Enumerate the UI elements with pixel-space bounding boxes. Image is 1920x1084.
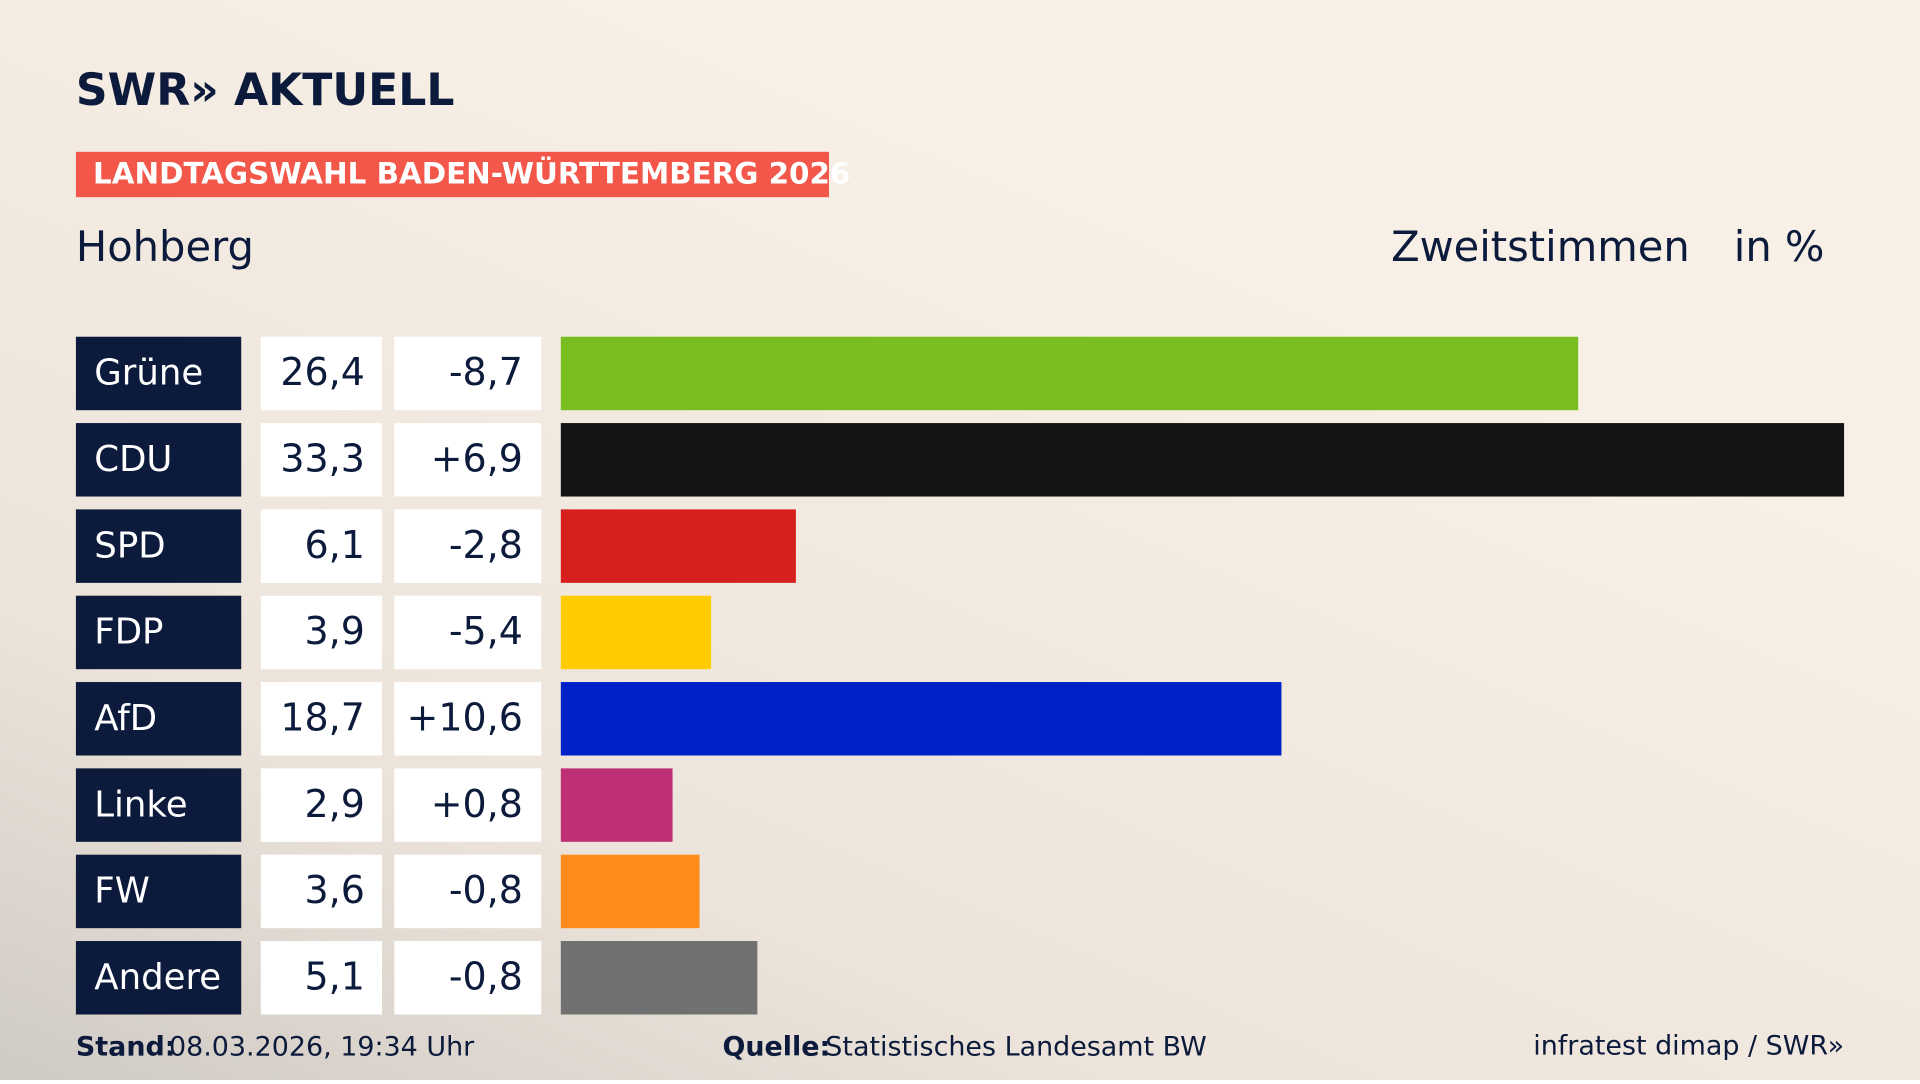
bar [560, 423, 1845, 497]
change-label: -0,8 [449, 868, 523, 912]
credit: infratest dimap / SWR» [1533, 1030, 1844, 1061]
change-label: -8,7 [449, 350, 523, 394]
change-label: -0,8 [449, 954, 523, 998]
bar [560, 336, 1579, 411]
change-box [394, 336, 542, 411]
change-box [394, 595, 542, 670]
banner-box [75, 151, 829, 198]
party-label: Grüne [94, 353, 203, 394]
change-label: +10,6 [407, 695, 523, 739]
bar [560, 941, 758, 1015]
party-label: FDP [94, 612, 163, 653]
source: Statistisches Landesamt BW [825, 1032, 1206, 1063]
change-box [394, 423, 542, 497]
party-label: Andere [94, 957, 221, 998]
value-box [260, 423, 383, 497]
chart-title: Hohberg [76, 222, 254, 271]
party-box [75, 595, 242, 670]
bar [560, 682, 1282, 756]
change-box [394, 854, 542, 929]
value-label: 2,9 [305, 782, 365, 826]
party-label: SPD [94, 525, 165, 566]
value-box [260, 941, 383, 1015]
value-box [260, 336, 383, 411]
bar [560, 854, 700, 929]
bar [560, 509, 796, 583]
change-box [394, 682, 542, 756]
change-box [394, 768, 542, 842]
bar [560, 595, 712, 670]
change-label: +0,8 [431, 782, 523, 826]
value-box [260, 509, 383, 583]
banner: LANDTAGSWAHL BADEN-WÜRTTEMBERG 2026 [93, 155, 850, 191]
party-box [75, 941, 242, 1015]
stand-label: Stand: [76, 1032, 176, 1063]
value-header: Zweitstimmen [1391, 222, 1690, 271]
value-label: 6,1 [305, 523, 365, 567]
party-label: CDU [94, 439, 172, 480]
party-label: Linke [94, 784, 187, 825]
value-box [260, 682, 383, 756]
change-label: +6,9 [431, 437, 523, 481]
party-box [75, 423, 242, 497]
value-box [260, 595, 383, 670]
value-box [260, 768, 383, 842]
bar [560, 768, 673, 842]
value-label: 26,4 [280, 350, 364, 394]
change-box [394, 941, 542, 1015]
value-label: 18,7 [280, 695, 364, 739]
brand: SWR» AKTUELL [76, 65, 455, 116]
change-label: -2,8 [449, 523, 523, 567]
party-box [75, 854, 242, 929]
stand: 08.03.2026, 19:34 Uhr [169, 1032, 475, 1063]
source-label: Quelle: [722, 1032, 830, 1063]
change-label: -5,4 [449, 609, 523, 653]
value-label: 3,9 [305, 609, 365, 653]
value-label: 33,3 [280, 437, 364, 481]
party-box [75, 768, 242, 842]
party-box [75, 336, 242, 411]
value-label: 5,1 [305, 954, 365, 998]
party-box [75, 682, 242, 756]
party-label: FW [94, 871, 150, 912]
party-box [75, 509, 242, 583]
value-box [260, 854, 383, 929]
unit-label: in % [1734, 222, 1825, 271]
party-label: AfD [94, 698, 157, 739]
change-box [394, 509, 542, 583]
value-label: 3,6 [305, 868, 365, 912]
